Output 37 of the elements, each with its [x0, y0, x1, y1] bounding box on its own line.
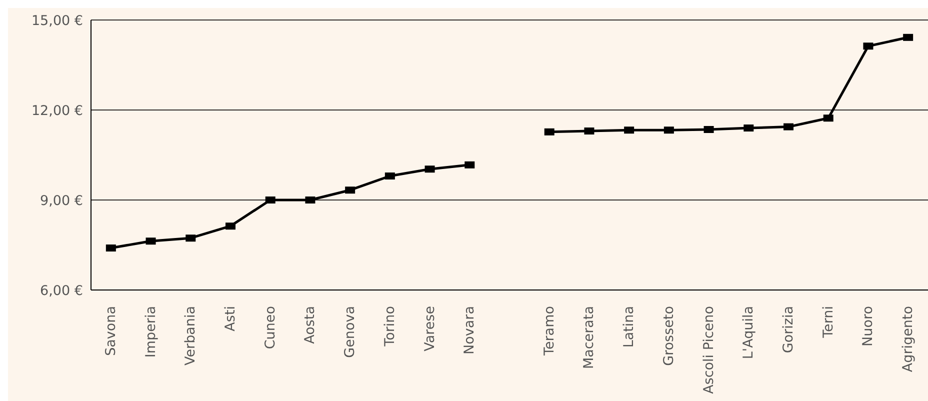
point: [784, 123, 794, 130]
point: [544, 128, 554, 136]
x-tick-label: Imperia: [142, 306, 159, 358]
point: [146, 238, 156, 245]
point: [903, 34, 914, 41]
y-tick-label: 12,00 €: [31, 102, 83, 119]
y-tick-label: 6,00 €: [40, 282, 83, 299]
x-tick-label: Aosta: [302, 306, 318, 344]
x-tick-label: Ascoli Piceno: [700, 306, 717, 394]
x-tick-label: Gorizia: [780, 306, 796, 354]
x-tick-label: Grosseto: [660, 306, 677, 366]
x-tick-label: Agrigento: [900, 306, 916, 372]
y-tick-label: 9,00 €: [40, 192, 83, 209]
x-tick-label: Genova: [342, 306, 358, 358]
point: [424, 166, 435, 173]
x-tick-label: Varese: [422, 306, 438, 352]
y-tick-label: 15,00 €: [31, 12, 83, 29]
point: [345, 186, 356, 194]
point: [624, 126, 634, 134]
point: [664, 126, 674, 134]
point: [823, 114, 834, 122]
x-tick-label: Teramo: [541, 306, 558, 356]
x-tick-label: Cuneo: [262, 306, 278, 350]
x-tick-label: Terni: [820, 306, 836, 339]
x-tick-label: Macerata: [581, 306, 598, 370]
x-tick-label: Verbania: [182, 306, 199, 366]
point: [863, 42, 874, 50]
x-tick-label: Asti: [222, 306, 238, 332]
x-tick-label: Nuoro: [860, 306, 876, 346]
x-tick-label: Torino: [382, 306, 398, 348]
point: [226, 222, 236, 230]
point: [186, 234, 196, 242]
x-tick-label: Savona: [102, 306, 119, 356]
x-tick-label: Latina: [621, 306, 638, 348]
x-tick-label: Novara: [462, 306, 478, 354]
point: [464, 161, 475, 168]
x-tick-label: L'Aquila: [740, 306, 757, 360]
